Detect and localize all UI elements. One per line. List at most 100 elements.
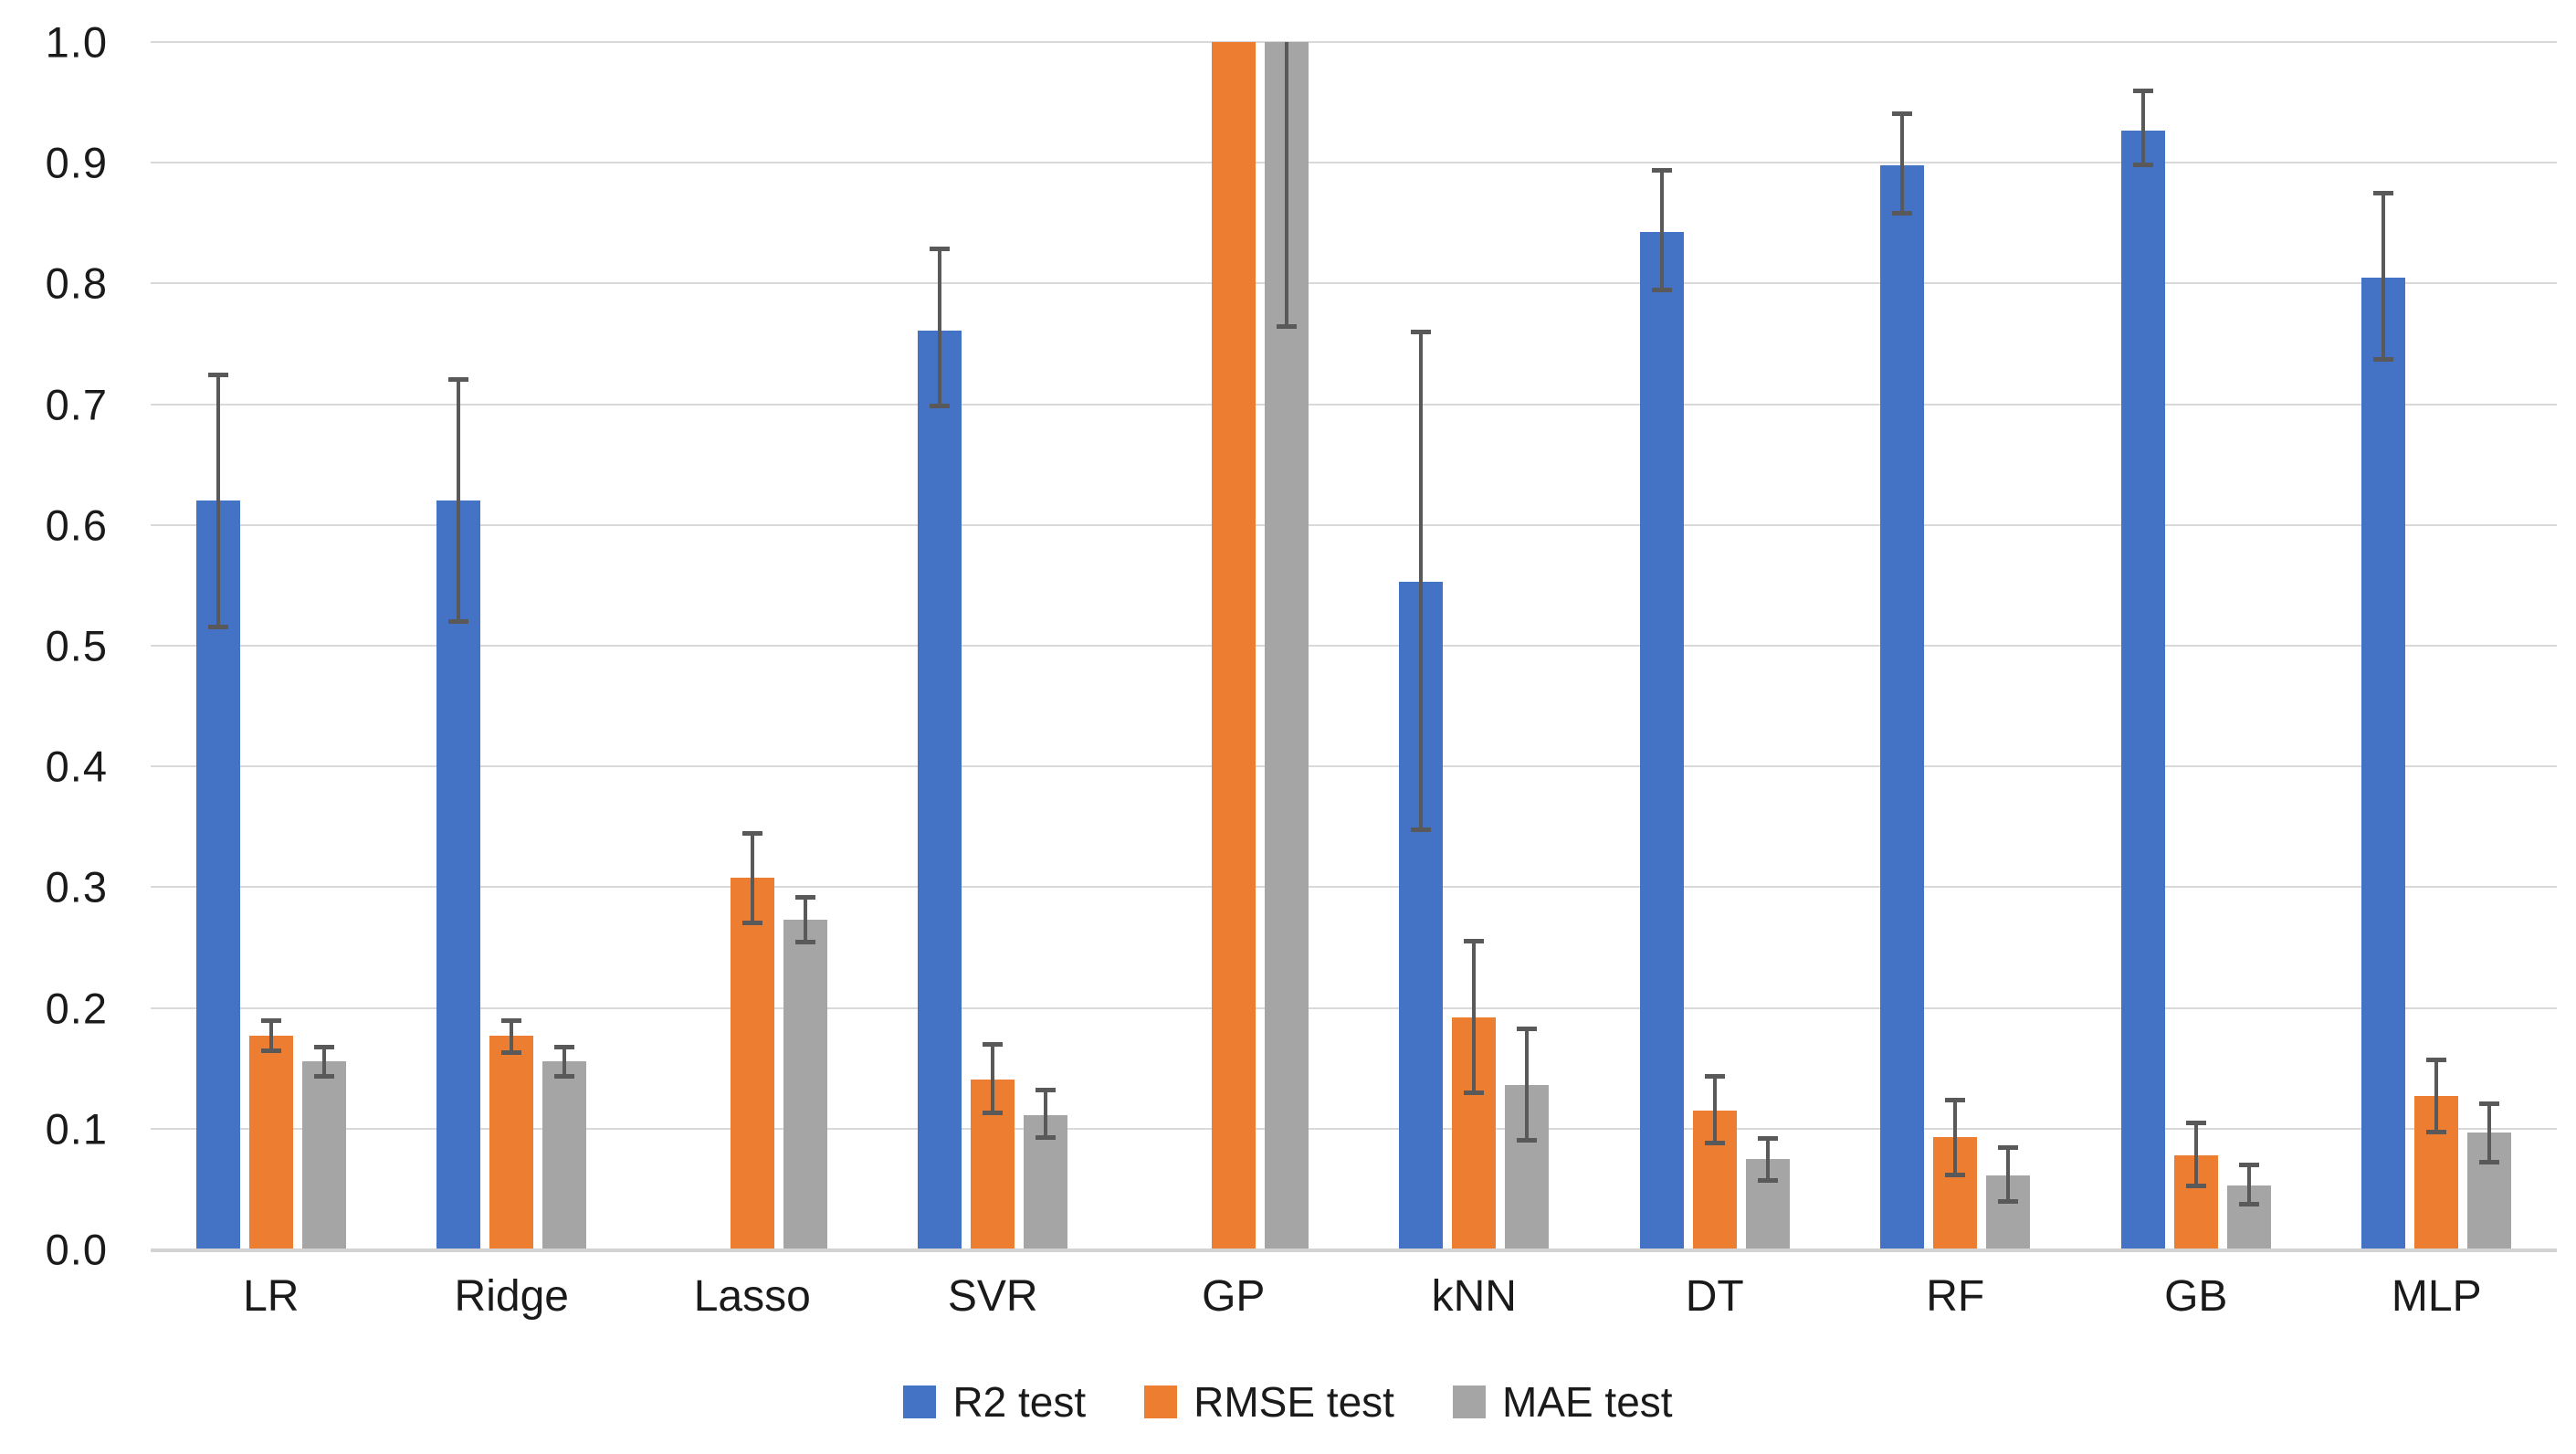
error-bar <box>2140 90 2145 165</box>
error-bar-cap-top <box>1892 111 1913 116</box>
bar-rmse-test <box>489 1036 534 1249</box>
error-bar-cap-top <box>1464 938 1485 943</box>
x-axis-category-label: MLP <box>2391 1272 2482 1321</box>
error-bar <box>1900 112 1905 214</box>
x-axis-category-label: DT <box>1685 1272 1744 1321</box>
error-bar <box>803 896 807 943</box>
error-bar-cap-bottom <box>1036 1135 1057 1141</box>
x-axis-category-label: RF <box>1926 1272 1985 1321</box>
error-bar-cap-bottom <box>313 1073 334 1079</box>
error-bar <box>1284 42 1288 327</box>
legend-item: MAE test <box>1452 1377 1673 1427</box>
error-bar-cap-top <box>2373 191 2394 196</box>
error-bar-cap-top <box>260 1017 281 1023</box>
error-bar-cap-bottom <box>2185 1184 2206 1189</box>
bar-mae-test <box>542 1060 587 1249</box>
error-bar-cap-bottom <box>2373 356 2394 362</box>
error-bar-cap-top <box>794 894 815 900</box>
error-bar-cap-bottom <box>1945 1173 1966 1178</box>
bar-rmse-test <box>730 877 774 1249</box>
y-axis-tick-label: 0.7 <box>45 380 108 429</box>
error-bar-cap-bottom <box>1704 1140 1725 1145</box>
y-axis-tick-label: 0.0 <box>45 1225 108 1274</box>
error-bar-cap-top <box>501 1017 522 1023</box>
error-bar-cap-top <box>1945 1098 1966 1103</box>
gridline <box>151 1006 2557 1009</box>
error-bar-cap-top <box>1651 168 1672 174</box>
y-axis-tick-label: 0.1 <box>45 1104 108 1154</box>
legend-item: R2 test <box>903 1377 1086 1427</box>
x-axis-category-label: SVR <box>947 1272 1038 1321</box>
chart-legend: R2 test RMSE test MAE test <box>0 1377 2576 1427</box>
error-bar-cap-top <box>554 1044 575 1049</box>
error-bar <box>750 832 754 924</box>
error-bar-cap-bottom <box>1517 1138 1538 1143</box>
error-bar <box>268 1019 273 1052</box>
bar-r2-test <box>1880 164 1925 1249</box>
error-bar-cap-bottom <box>741 921 762 926</box>
y-axis-tick-label: 0.2 <box>45 984 108 1033</box>
error-bar-cap-bottom <box>1757 1177 1778 1183</box>
error-bar-cap-bottom <box>501 1049 522 1055</box>
legend-swatch-icon <box>903 1386 937 1418</box>
gridline <box>151 41 2557 43</box>
error-bar <box>1712 1075 1717 1143</box>
error-bar <box>2434 1059 2439 1133</box>
error-bar-cap-top <box>2132 88 2153 93</box>
error-bar <box>2381 193 2386 360</box>
error-bar-cap-top <box>983 1042 1004 1048</box>
x-axis-category-label: kNN <box>1431 1272 1517 1321</box>
error-bar <box>1472 940 1477 1094</box>
bar-mae-test <box>301 1060 346 1249</box>
bar-mae-test <box>783 920 827 1249</box>
error-bar <box>2246 1164 2251 1206</box>
error-bar-cap-top <box>930 247 951 252</box>
gridline <box>151 282 2557 285</box>
error-bar-cap-bottom <box>2426 1129 2447 1134</box>
error-bar-cap-top <box>207 372 228 377</box>
error-bar <box>216 374 220 628</box>
error-bar-cap-bottom <box>1411 827 1432 833</box>
error-bar-cap-top <box>1704 1073 1725 1079</box>
error-bar <box>2193 1122 2198 1187</box>
error-bar-cap-top <box>1998 1144 2019 1150</box>
bar-rmse-test <box>248 1036 293 1249</box>
error-bar <box>1525 1028 1530 1141</box>
gridline <box>151 886 2557 889</box>
error-bar-cap-top <box>2479 1101 2500 1107</box>
bar-r2-test <box>436 500 481 1249</box>
error-bar-cap-top <box>313 1044 334 1049</box>
error-bar-cap-bottom <box>448 618 469 624</box>
y-axis-tick-label: 0.5 <box>45 621 108 670</box>
y-axis-tick-label: 0.9 <box>45 138 108 187</box>
gridline <box>151 403 2557 406</box>
error-bar-cap-top <box>2238 1163 2259 1168</box>
error-bar-cap-bottom <box>2238 1202 2259 1207</box>
x-axis-category-label: GP <box>1202 1272 1266 1321</box>
bar-r2-test <box>2120 130 2165 1249</box>
bar-r2-test <box>2361 277 2406 1249</box>
error-bar-cap-bottom <box>1276 323 1297 329</box>
error-bar-cap-top <box>2426 1058 2447 1063</box>
x-axis-category-label: GB <box>2164 1272 2228 1321</box>
bar-r2-test <box>918 330 962 1249</box>
error-bar-cap-top <box>2185 1121 2206 1126</box>
gridline <box>151 1127 2557 1130</box>
legend-label: R2 test <box>952 1378 1087 1426</box>
error-bar <box>1953 1100 1958 1176</box>
legend-label: MAE test <box>1501 1378 1673 1426</box>
error-bar-cap-bottom <box>207 625 228 630</box>
error-bar-cap-top <box>741 830 762 836</box>
error-bar-cap-bottom <box>1651 288 1672 293</box>
legend-item: RMSE test <box>1144 1377 1394 1427</box>
error-bar-cap-top <box>1036 1088 1057 1093</box>
gridline <box>151 645 2557 647</box>
error-bar <box>510 1019 514 1053</box>
x-axis-category-label: Ridge <box>454 1272 569 1321</box>
error-bar-cap-top <box>1757 1136 1778 1142</box>
error-bar <box>1765 1138 1770 1181</box>
error-bar-cap-top <box>1411 330 1432 335</box>
legend-swatch-icon <box>1452 1386 1486 1418</box>
